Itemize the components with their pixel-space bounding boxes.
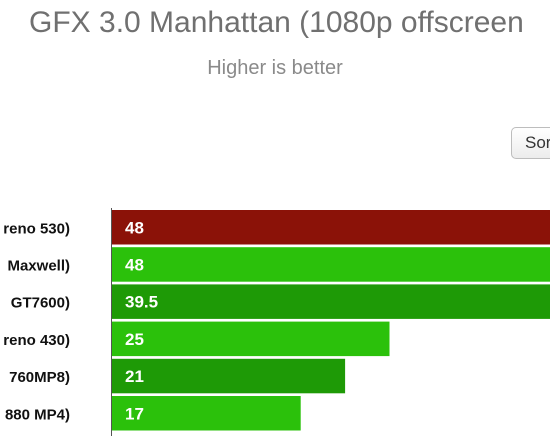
bar-4 (112, 358, 346, 394)
value-label: 48 (125, 218, 144, 237)
category-label: reno 430) (3, 332, 70, 349)
bar-5 (112, 396, 301, 431)
bars-group: reno 530) 48 Maxwell) 48 GT7600) 39.5 reno 430… (3, 210, 550, 431)
category-label: Maxwell) (7, 257, 70, 274)
bar-2 (112, 284, 550, 319)
category-label: 880 MP4) (5, 406, 70, 423)
bar-3 (112, 321, 390, 357)
bar-0 (112, 210, 550, 245)
category-label: 760MP8) (9, 369, 70, 386)
chart-title: GFX 3.0 Manhattan (1080p offscreen (29, 6, 524, 39)
value-label: 21 (125, 367, 144, 386)
category-label: GT7600) (11, 295, 70, 312)
value-label: 17 (125, 404, 144, 423)
value-label: 25 (125, 330, 144, 349)
value-label: 48 (125, 255, 144, 274)
bar-1 (112, 247, 550, 282)
sort-button[interactable]: Sort (511, 127, 550, 159)
value-label: 39.5 (125, 293, 158, 312)
category-label: reno 530) (3, 220, 70, 237)
chart-subtitle: Higher is better (207, 57, 343, 79)
